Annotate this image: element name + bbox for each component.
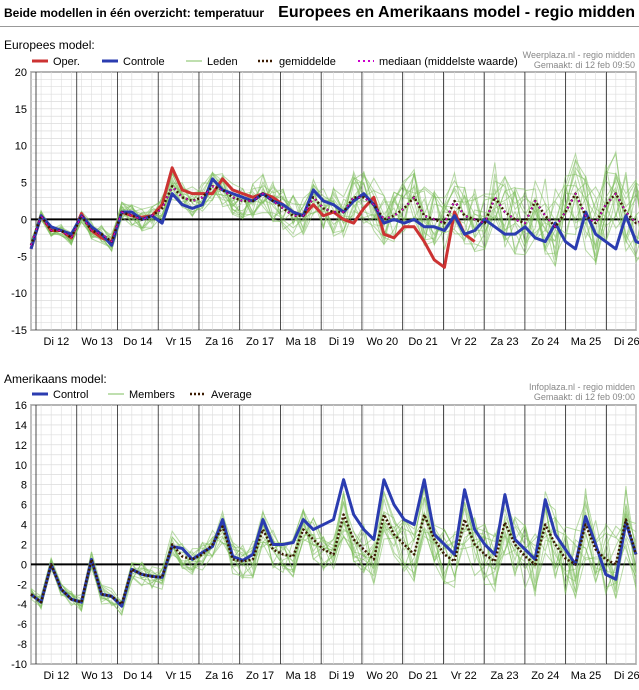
gfs-ytick-label: 4	[21, 520, 27, 532]
gfs-legend-label: Members	[129, 389, 175, 401]
ecmwf-ytick-label: 5	[21, 178, 27, 190]
gfs-xtick-label: Wo 13	[81, 670, 113, 682]
ecmwf-xtick-label: Vr 22	[451, 336, 477, 348]
gfs-ytick-label: 14	[15, 420, 27, 432]
ecmwf-ytick-label: 0	[21, 214, 27, 226]
gfs-xtick-label: Zo 17	[246, 670, 274, 682]
gfs-xtick-label: Wo 20	[366, 670, 398, 682]
gfs-series-mean	[30, 513, 638, 606]
section-title-ecmwf: Europees model:	[4, 38, 95, 52]
gfs-xtick-label: Ma 25	[571, 670, 602, 682]
ecmwf-member-line	[30, 173, 639, 253]
gfs-ytick-label: -10	[11, 659, 27, 671]
source-ecmwf-line1: Weerplaza.nl - regio midden	[522, 50, 635, 60]
source-gfs-line1: Infoplaza.nl - regio midden	[528, 382, 635, 392]
source-gfs: Infoplaza.nl - regio midden Gemaakt: di …	[529, 382, 635, 402]
gfs-xtick-label: Di 26	[614, 670, 639, 682]
ecmwf-legend-label: Controle	[123, 56, 165, 68]
ecmwf-legend-label: gemiddelde	[279, 56, 336, 68]
ecmwf-xtick-label: Za 23	[490, 336, 518, 348]
source-ecmwf: Weerplaza.nl - regio midden Gemaakt: di …	[523, 50, 635, 70]
ecmwf-xtick-label: Di 26	[614, 336, 639, 348]
source-ecmwf-line2: Gemaakt: di 12 feb 09:50	[533, 60, 635, 70]
gfs-xtick-label: Do 21	[408, 670, 437, 682]
ecmwf-ytick-label: -5	[17, 251, 27, 263]
gfs-xtick-label: Vr 22	[451, 670, 477, 682]
gfs-legend-label: Average	[211, 389, 252, 401]
gfs-xtick-label: Di 12	[44, 670, 70, 682]
ecmwf-member-line	[30, 171, 639, 255]
ecmwf-xtick-label: Ma 25	[571, 336, 602, 348]
ecmwf-xtick-label: Vr 15	[166, 336, 192, 348]
ecmwf-legend-label: Leden	[207, 56, 238, 68]
ecmwf-legend-label: mediaan (middelste waarde)	[379, 56, 518, 68]
gfs-ytick-label: -8	[17, 639, 27, 651]
gfs-xtick-label: Vr 15	[166, 670, 192, 682]
ecmwf-xtick-label: Di 19	[329, 336, 355, 348]
ecmwf-xtick-label: Wo 13	[81, 336, 113, 348]
gfs-ytick-label: 16	[15, 400, 27, 412]
ecmwf-xtick-label: Wo 20	[366, 336, 398, 348]
ecmwf-xtick-label: Za 16	[205, 336, 233, 348]
gfs-ytick-label: 10	[15, 460, 27, 472]
ecmwf-ytick-label: -15	[11, 325, 27, 337]
gfs-ytick-label: 12	[15, 440, 27, 452]
ecmwf-ytick-label: 10	[15, 141, 27, 153]
gfs-xtick-label: Za 23	[490, 670, 518, 682]
gfs-xtick-label: Za 16	[205, 670, 233, 682]
gfs-ytick-label: -4	[17, 599, 27, 611]
ecmwf-ytick-label: 20	[15, 67, 27, 79]
gfs-ytick-label: 6	[21, 500, 27, 512]
ecmwf-member-line	[30, 150, 639, 263]
gfs-xtick-label: Ma 18	[286, 670, 317, 682]
ecmwf-xtick-label: Zo 24	[531, 336, 559, 348]
header-divider	[0, 26, 639, 27]
ecmwf-xtick-label: Di 12	[44, 336, 70, 348]
ecmwf-ytick-label: 15	[15, 104, 27, 116]
gfs-ytick-label: -6	[17, 619, 27, 631]
ecmwf-xtick-label: Do 21	[408, 336, 437, 348]
gfs-ytick-label: -2	[17, 579, 27, 591]
source-gfs-line2: Gemaakt: di 12 feb 09:00	[533, 392, 635, 402]
gfs-ytick-label: 2	[21, 539, 27, 551]
gfs-xtick-label: Di 19	[329, 670, 355, 682]
ecmwf-member-line	[30, 172, 639, 252]
section-title-gfs: Amerikaans model:	[4, 372, 107, 386]
ecmwf-ytick-label: -10	[11, 288, 27, 300]
gfs-xtick-label: Do 14	[123, 670, 152, 682]
page-title-left: Beide modellen in één overzicht: tempera…	[4, 6, 265, 20]
gfs-ytick-label: 0	[21, 559, 27, 571]
gfs-xtick-label: Zo 24	[531, 670, 559, 682]
ecmwf-xtick-label: Do 14	[123, 336, 152, 348]
gfs-ytick-label: 8	[21, 480, 27, 492]
ecmwf-xtick-label: Zo 17	[246, 336, 274, 348]
ecmwf-xtick-label: Ma 18	[286, 336, 317, 348]
ecmwf-legend-label: Oper.	[53, 56, 80, 68]
page-title-right: Europees en Amerikaans model - regio mid…	[278, 4, 635, 21]
gfs-legend-label: Control	[53, 389, 88, 401]
